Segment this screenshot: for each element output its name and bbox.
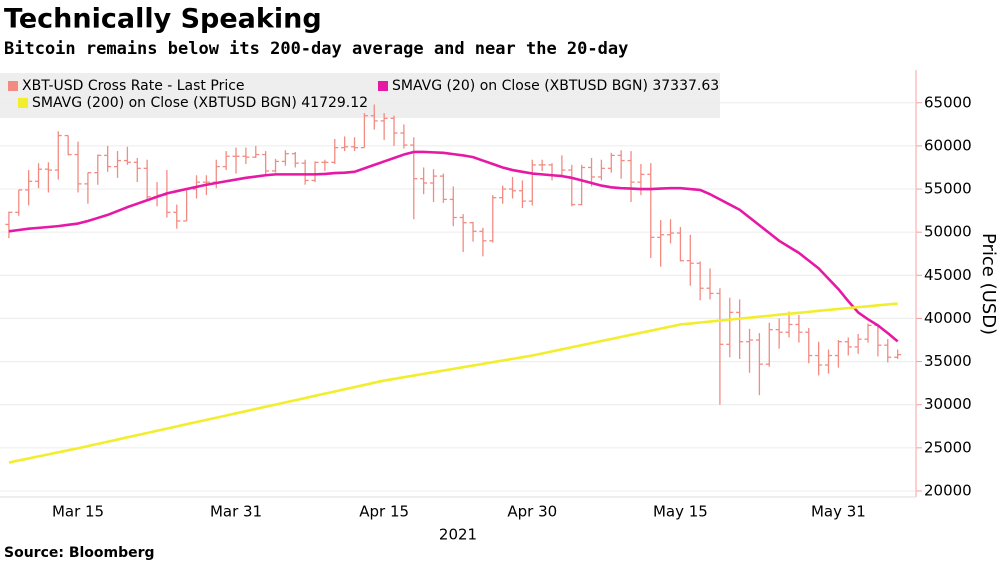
- legend-label: XBT-USD Cross Rate - Last Price: [22, 78, 245, 94]
- x-tick-label: May 31: [811, 503, 866, 521]
- x-axis-label: 2021: [439, 526, 477, 544]
- y-axis-label: Price (USD): [978, 233, 999, 335]
- y-tick-label: 55000: [924, 180, 972, 198]
- y-tick-label: 30000: [924, 395, 972, 413]
- legend-swatch: [8, 81, 18, 91]
- y-tick-label: 35000: [924, 352, 972, 370]
- y-tick-label: 50000: [924, 223, 972, 241]
- plot-area: 20000 25000 30000 35000 40000 45000 50000 55000…: [0, 93, 972, 521]
- line-series: [8, 302, 898, 464]
- legend: XBT-USD Cross Rate - Last Price SMAVG (20…: [8, 78, 719, 111]
- legend-swatch: [378, 81, 388, 91]
- line-series: [8, 150, 899, 343]
- x-tick-label: Mar 15: [52, 503, 104, 521]
- x-tick-label: Apr 30: [507, 503, 557, 521]
- source-note: Source: Bloomberg: [4, 545, 155, 561]
- y-tick-label: 40000: [924, 309, 972, 327]
- y-tick-label: 25000: [924, 438, 972, 456]
- chart-subtitle: Bitcoin remains below its 200-day averag…: [4, 39, 628, 59]
- legend-swatch: [18, 98, 28, 108]
- x-tick-label: Mar 31: [210, 503, 262, 521]
- x-tick-label: May 15: [653, 503, 708, 521]
- legend-label: SMAVG (20) on Close (XBTUSD BGN) 37337.6…: [392, 78, 719, 94]
- y-tick-label: 60000: [924, 136, 972, 154]
- y-tick-label: 20000: [924, 481, 972, 499]
- x-tick-label: Apr 15: [359, 503, 409, 521]
- y-tick-label: 45000: [924, 266, 972, 284]
- legend-box: [0, 73, 720, 118]
- chart-title: Technically Speaking: [4, 4, 322, 35]
- y-tick-label: 65000: [924, 93, 972, 111]
- legend-label: SMAVG (200) on Close (XBTUSD BGN) 41729.…: [32, 95, 368, 111]
